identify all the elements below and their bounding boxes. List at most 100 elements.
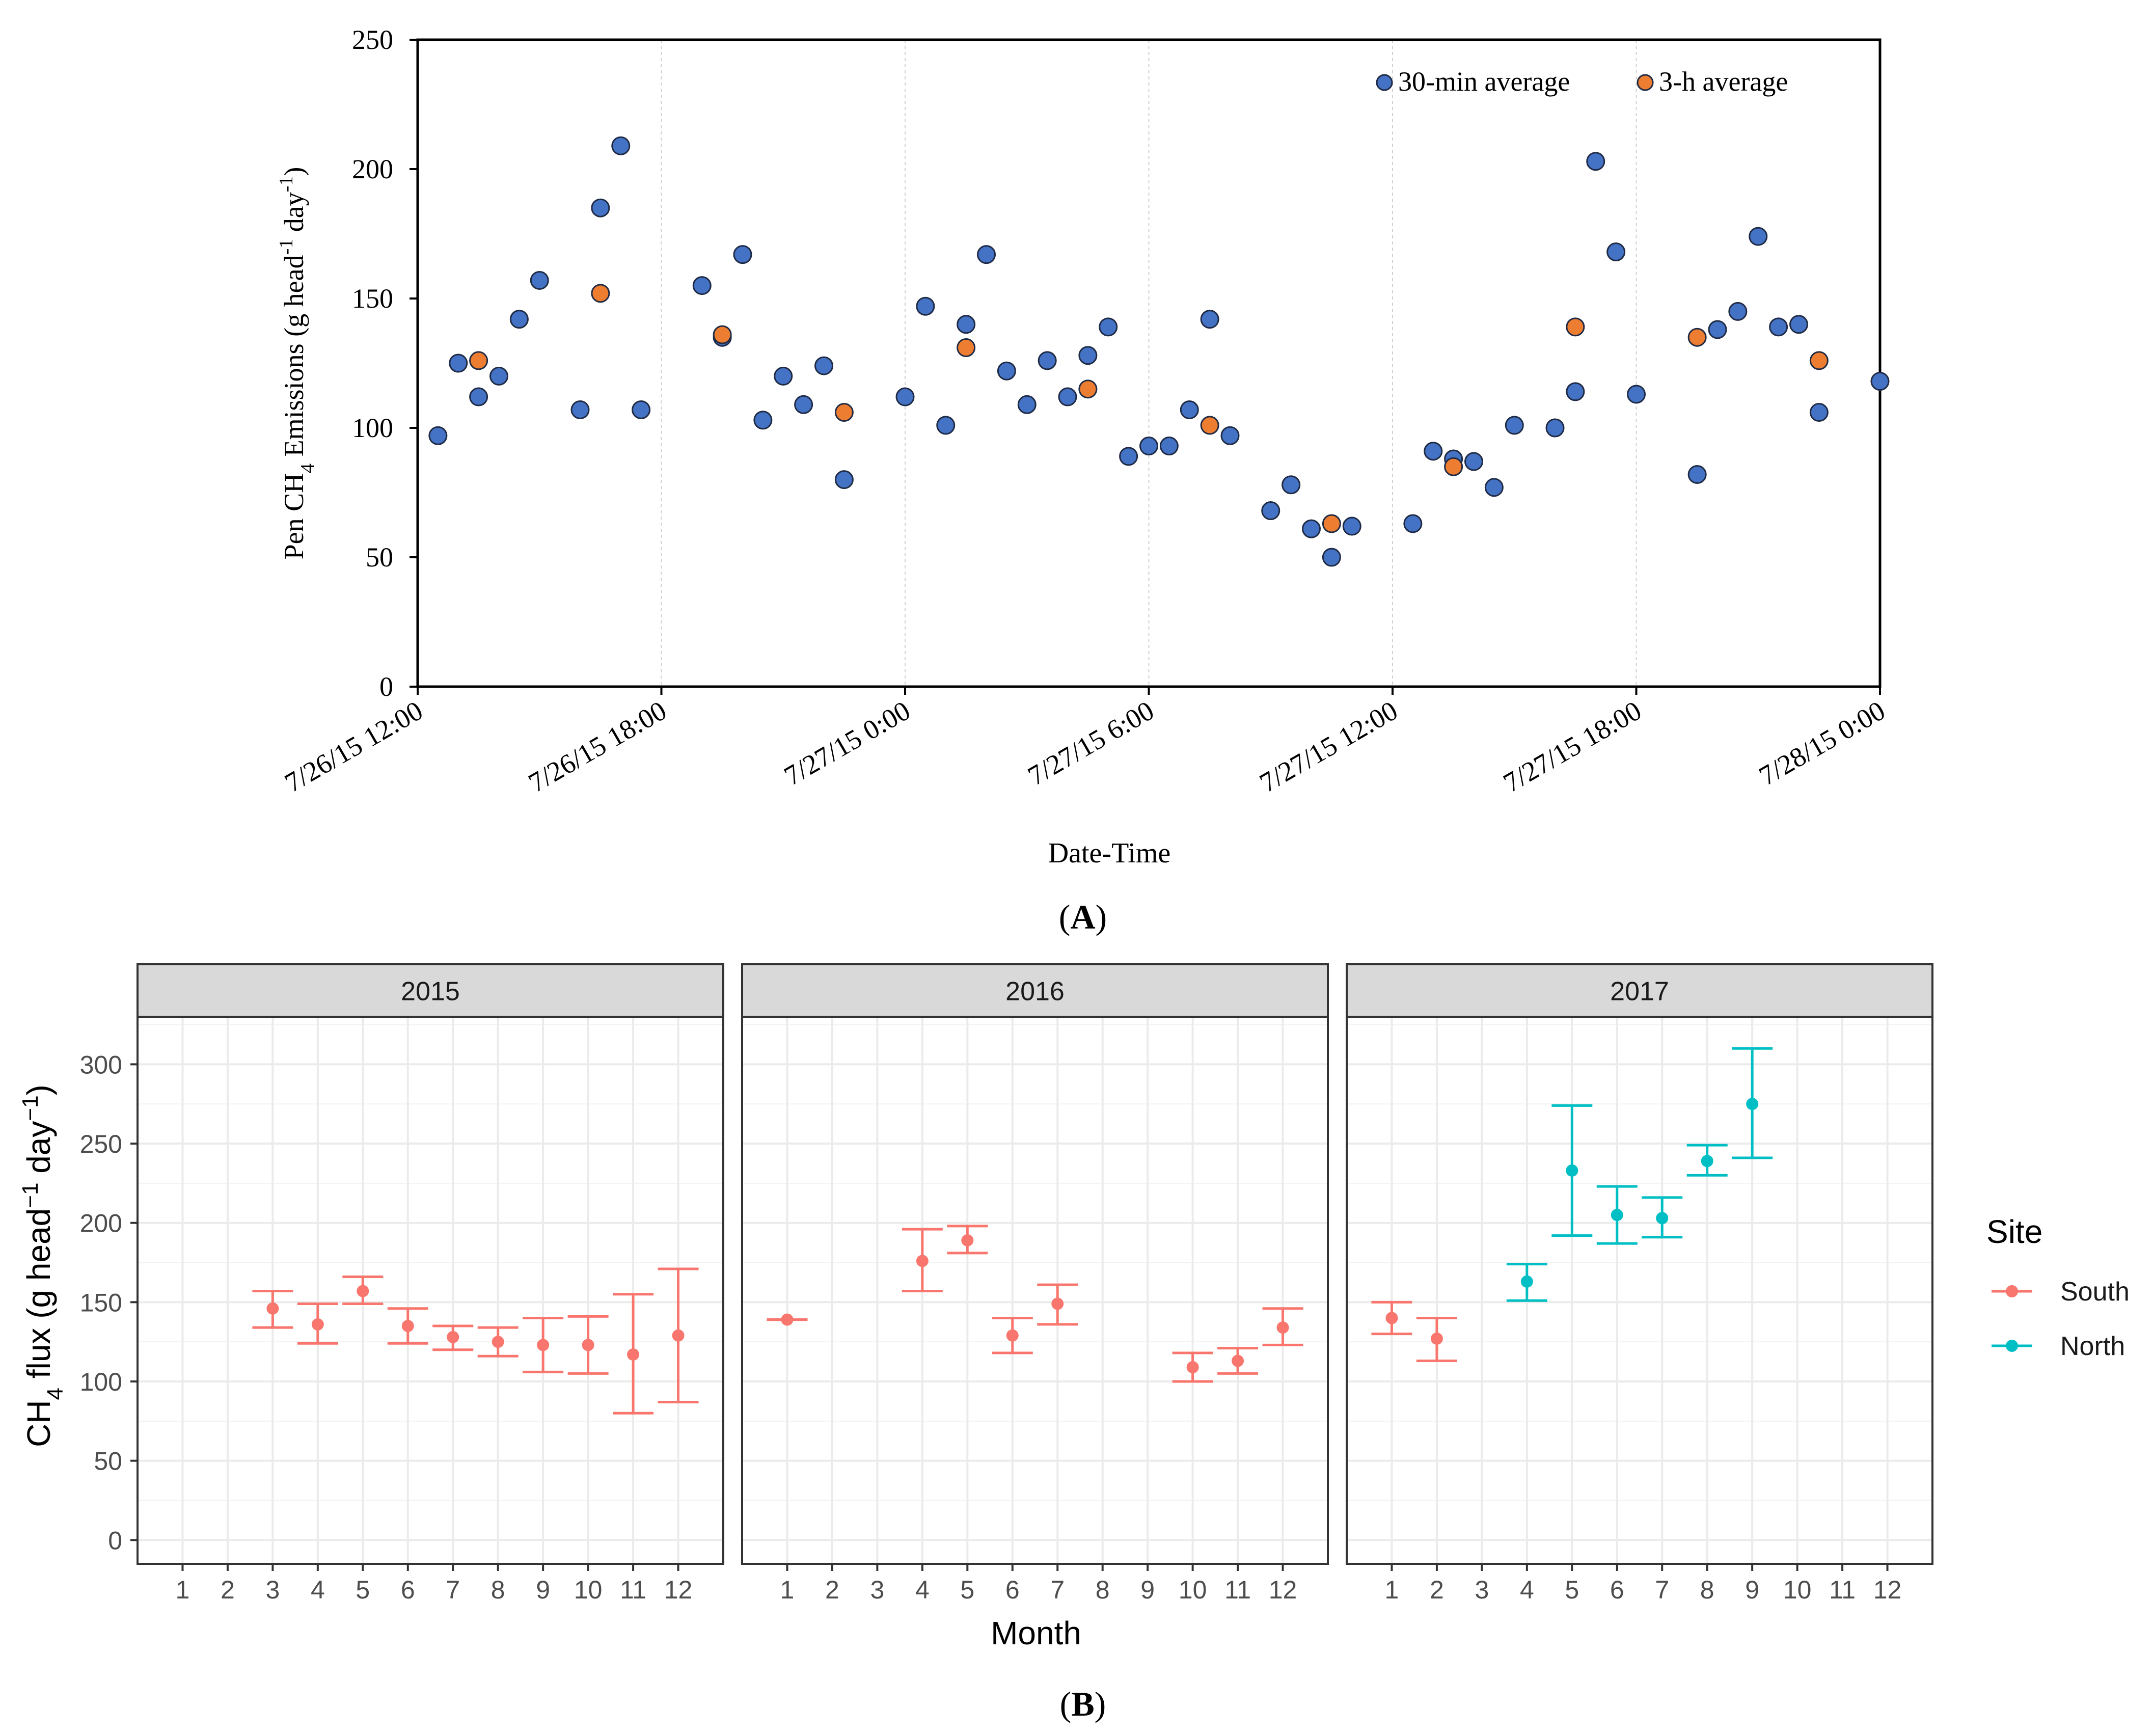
facet-frame (741, 1016, 1329, 1565)
point-30min-average (1078, 346, 1098, 365)
point-30min-average (1139, 437, 1158, 456)
point-30min-average (1159, 437, 1179, 456)
point-3h-average (1078, 379, 1098, 399)
point-30min-average (794, 395, 813, 414)
facet-x-tick-label: 12 (1269, 1576, 1297, 1604)
point-30min-average (692, 276, 712, 295)
point-south (266, 1302, 279, 1315)
point-south (1276, 1321, 1289, 1334)
point-30min-average (834, 470, 854, 490)
point-3h-average (834, 403, 854, 422)
legend-marker-3h (1637, 74, 1654, 91)
point-30min-average (1038, 351, 1057, 370)
point-30min-average (1200, 310, 1219, 329)
point-30min-average (1789, 315, 1808, 334)
point-3h-average (957, 338, 976, 358)
facet-x-tick-label: 8 (1096, 1576, 1110, 1604)
legend-marker-30min (1376, 74, 1393, 91)
point-30min-average (632, 400, 651, 419)
point-south (492, 1336, 504, 1348)
facet-x-tick-label: 2 (825, 1576, 839, 1604)
point-30min-average (1586, 152, 1605, 171)
point-3h-average (1200, 416, 1219, 435)
point-30min-average (1322, 548, 1341, 567)
panel-a-y-tick-label: 150 (352, 283, 393, 314)
legend-key-south-dot (2006, 1285, 2018, 1297)
point-30min-average (469, 387, 488, 406)
facet-x-tick-label: 9 (1140, 1576, 1155, 1604)
legend-title-site: Site (1986, 1213, 2042, 1250)
panel-a-y-tick-label: 250 (352, 24, 393, 55)
facet-x-tick-label: 8 (1700, 1576, 1714, 1604)
point-south (916, 1255, 929, 1267)
point-south (1186, 1361, 1199, 1373)
point-30min-average (1566, 382, 1585, 401)
facet-x-tick-label: 4 (1520, 1576, 1534, 1604)
facet-title: 2017 (1610, 977, 1669, 1007)
legend-label-30min: 30-min average (1398, 66, 1570, 97)
point-south (961, 1234, 974, 1246)
point-south (582, 1339, 594, 1351)
point-30min-average (489, 366, 508, 386)
facet-x-tick-label: 9 (1745, 1576, 1759, 1604)
facet-strip (1346, 963, 1933, 1018)
point-30min-average (977, 245, 996, 264)
point-30min-average (1484, 478, 1504, 497)
facet-x-tick-label: 1 (1385, 1576, 1399, 1604)
facet-x-tick-label: 10 (1783, 1576, 1812, 1604)
point-30min-average (1687, 465, 1707, 484)
facet-x-tick-label: 3 (1475, 1576, 1489, 1604)
facet-x-tick-label: 6 (1005, 1576, 1020, 1604)
point-30min-average (1058, 387, 1077, 406)
facet-x-tick-label: 10 (574, 1576, 603, 1604)
facet-x-tick-label: 10 (1179, 1576, 1207, 1604)
facet-title: 2016 (1005, 977, 1065, 1007)
facet-x-tick-label: 12 (1873, 1576, 1902, 1604)
point-30min-average (1302, 519, 1321, 538)
point-30min-average (936, 416, 956, 435)
facet-x-tick-label: 11 (1829, 1576, 1856, 1604)
point-30min-average (530, 270, 549, 290)
facet-x-tick-label: 7 (1655, 1576, 1669, 1604)
point-30min-average (957, 315, 976, 334)
point-30min-average (916, 296, 935, 316)
facet-y-tick-label: 150 (80, 1288, 122, 1317)
facet-x-tick-label: 11 (620, 1576, 646, 1604)
point-30min-average (611, 136, 631, 155)
legend-label-south: South (2060, 1277, 2130, 1307)
point-30min-average (1769, 317, 1788, 337)
point-north (1520, 1275, 1533, 1288)
panel-b-y-axis-label: CH4 flux (g head−1 day−1) (18, 1084, 68, 1447)
point-south (1385, 1312, 1398, 1324)
point-30min-average (1180, 400, 1199, 419)
point-north (1656, 1212, 1669, 1225)
point-3h-average (1444, 457, 1463, 476)
legend-label-3h: 3-h average (1659, 66, 1788, 97)
panel-b-legend: Site South North (1986, 1213, 2130, 1361)
facet-x-tick-label: 6 (401, 1576, 415, 1604)
panel-a-y-axis-label: Pen CH4 Emissions (g head-1 day-1) (276, 167, 318, 560)
panel-b-x-axis-label: Month (991, 1615, 1081, 1651)
legend-label-north: North (2060, 1332, 2125, 1361)
point-north (1746, 1098, 1759, 1110)
facet-y-tick-label: 100 (80, 1368, 122, 1396)
point-south (311, 1318, 324, 1331)
facet-y-tick-label: 50 (94, 1447, 122, 1476)
panel-a-label: (A) (1059, 898, 1107, 936)
point-30min-average (1282, 475, 1301, 495)
point-south (1430, 1332, 1443, 1345)
point-3h-average (591, 284, 610, 303)
facet-x-tick-label: 9 (536, 1576, 550, 1604)
facet-x-tick-label: 7 (1050, 1576, 1065, 1604)
point-south (781, 1313, 794, 1326)
point-north (1566, 1164, 1578, 1177)
panel-a-y-tick-label: 0 (379, 671, 393, 702)
facet-x-tick-label: 7 (446, 1576, 460, 1604)
point-30min-average (449, 354, 468, 373)
point-south (1232, 1354, 1244, 1367)
point-30min-average (1342, 517, 1361, 536)
point-30min-average (1606, 242, 1626, 262)
